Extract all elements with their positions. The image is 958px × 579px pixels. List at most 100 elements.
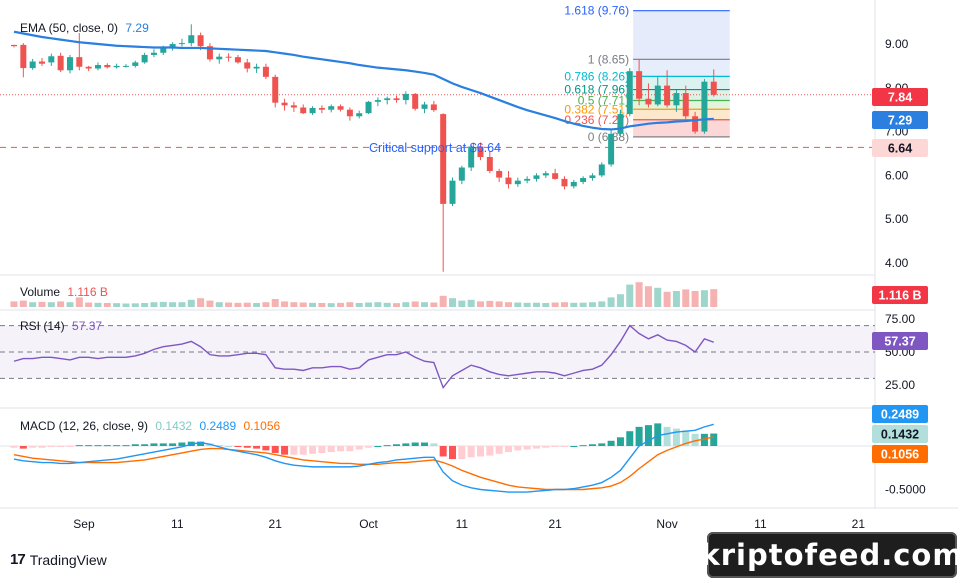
candle-body bbox=[393, 98, 400, 101]
ema-50-line bbox=[13, 30, 714, 131]
macd-histogram-bar bbox=[439, 446, 447, 457]
rsi-legend-label: RSI (14) bbox=[20, 319, 65, 333]
macd-legend[interactable]: MACD (12, 26, close, 9) 0.1432 0.2489 0.… bbox=[20, 419, 284, 433]
ema-legend[interactable]: EMA (50, close, 0) 7.29 bbox=[20, 21, 153, 35]
volume-bars bbox=[10, 282, 718, 307]
macd-histogram-bar bbox=[495, 446, 503, 454]
macd-histogram-bar bbox=[560, 446, 568, 447]
macd-histogram-bar bbox=[10, 446, 18, 448]
volume-bar bbox=[225, 302, 233, 307]
fib-level-label: 0.236 (7.27) bbox=[564, 113, 629, 127]
volume-bar bbox=[691, 291, 699, 307]
volume-bar bbox=[206, 300, 214, 307]
rsi-value-tag-box bbox=[872, 332, 928, 350]
time-tick-label: 11 bbox=[754, 517, 767, 531]
macd-histogram-bar bbox=[626, 431, 634, 446]
macd-histogram-bar bbox=[131, 444, 139, 446]
candle-body bbox=[206, 46, 213, 60]
candle-body bbox=[617, 114, 624, 134]
macd-legend-signal: 0.1056 bbox=[243, 419, 281, 433]
candle-body bbox=[430, 104, 437, 111]
volume-bar bbox=[169, 302, 177, 307]
time-tick-label: 11 bbox=[456, 517, 469, 531]
candle-body bbox=[701, 81, 708, 132]
volume-bar bbox=[430, 302, 438, 307]
volume-bar bbox=[299, 302, 307, 307]
macd-histogram-bar bbox=[141, 444, 149, 446]
candle-body bbox=[608, 133, 615, 165]
macd-histogram-bar bbox=[682, 430, 690, 446]
ema-price-tag-text: 7.29 bbox=[888, 114, 912, 128]
volume-bar bbox=[421, 302, 429, 307]
volume-bar bbox=[38, 301, 46, 307]
volume-bar bbox=[66, 302, 74, 307]
volume-bar bbox=[598, 301, 606, 307]
fib-zone bbox=[633, 100, 730, 110]
macd-tick-label: -0.5000 bbox=[885, 483, 926, 497]
price-tick-label: 6.00 bbox=[885, 168, 909, 182]
price-candles bbox=[11, 24, 717, 272]
volume-bar bbox=[122, 303, 130, 307]
volume-bar bbox=[281, 301, 289, 307]
volume-bar bbox=[523, 302, 531, 307]
price-tick-label: 9.00 bbox=[885, 37, 909, 51]
volume-bar bbox=[542, 303, 550, 307]
macd-histogram-bar bbox=[253, 446, 261, 449]
volume-bar bbox=[19, 300, 27, 307]
macd-histogram-bar bbox=[374, 446, 382, 447]
volume-bar bbox=[309, 302, 317, 307]
tradingview-wordmark: TradingView bbox=[29, 551, 107, 568]
candle-body bbox=[486, 157, 493, 172]
rsi-legend[interactable]: RSI (14) 57.37 bbox=[20, 319, 106, 333]
macd-histogram-bar bbox=[551, 446, 559, 447]
candle-body bbox=[281, 102, 288, 106]
candle-body bbox=[20, 44, 27, 69]
volume-bar bbox=[393, 303, 401, 307]
candle-body bbox=[253, 66, 260, 69]
candle-body bbox=[29, 61, 36, 69]
candle-body bbox=[328, 106, 335, 110]
candle-body bbox=[234, 57, 241, 63]
macd-histogram-bar bbox=[85, 445, 93, 447]
macd-histogram-bar bbox=[337, 446, 345, 452]
macd-histogram-bar bbox=[654, 423, 662, 446]
macd-histogram-bar bbox=[47, 446, 55, 447]
macd-legend-hist: 0.1432 bbox=[155, 419, 193, 433]
volume-bar bbox=[197, 298, 205, 307]
candle-body bbox=[11, 44, 17, 47]
macd-histogram-bar bbox=[542, 446, 550, 448]
candle-body bbox=[449, 180, 456, 204]
macd-histogram-bar bbox=[710, 433, 718, 446]
macd-histogram-bar bbox=[243, 446, 251, 448]
macd-histogram-bar bbox=[449, 446, 457, 460]
ema-legend-label: EMA (50, close, 0) bbox=[20, 21, 119, 35]
macd-histogram-bar bbox=[477, 446, 484, 457]
candle-body bbox=[300, 107, 307, 114]
macd-histogram-bar bbox=[234, 446, 242, 447]
macd-histogram-bar bbox=[635, 426, 643, 446]
macd-hist-tag-box bbox=[872, 425, 928, 443]
tradingview-logo[interactable]: 17 TradingView bbox=[10, 551, 107, 568]
volume-bar bbox=[103, 303, 111, 307]
candle-body bbox=[598, 164, 605, 176]
time-tick-label: 11 bbox=[171, 517, 184, 531]
candle-body bbox=[356, 113, 363, 117]
macd-histogram-bar bbox=[225, 446, 233, 447]
volume-bar bbox=[402, 302, 410, 307]
rsi-tick-label: 25.00 bbox=[885, 378, 915, 392]
volume-legend[interactable]: Volume 1.116 B bbox=[20, 285, 112, 299]
volume-bar bbox=[458, 300, 466, 307]
candle-body bbox=[402, 93, 409, 101]
volume-bar bbox=[159, 301, 167, 307]
macd-histogram-bar bbox=[523, 446, 531, 450]
macd-histogram-bar bbox=[607, 440, 615, 446]
candle-body bbox=[570, 181, 577, 187]
macd-signal-line bbox=[13, 436, 714, 491]
volume-bar bbox=[439, 295, 447, 307]
candle-body bbox=[524, 178, 531, 181]
candle-body bbox=[664, 85, 671, 106]
volume-bar bbox=[253, 303, 261, 307]
volume-bar bbox=[178, 302, 186, 307]
candle-body bbox=[94, 65, 101, 69]
